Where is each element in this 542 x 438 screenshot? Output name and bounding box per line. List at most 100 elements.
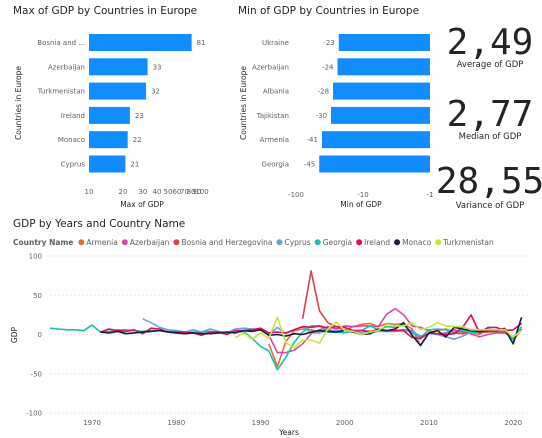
max-gdp-x-tick: 60 <box>172 188 181 196</box>
gdp-line-x-tick: 2000 <box>336 419 354 427</box>
legend-marker-cyprus <box>276 239 283 246</box>
kpi-average-card: 2,49 Average of GDP <box>447 22 534 70</box>
min-gdp-category-label: Albania <box>263 88 289 96</box>
legend-marker-turkmenistan <box>435 239 442 246</box>
gdp-line-chart-title: GDP by Years and Country Name <box>13 218 185 230</box>
max-gdp-bar-monaco[interactable] <box>89 131 128 149</box>
min-gdp-category-label: Azerbaijan <box>252 63 289 71</box>
min-gdp-x-tick: -1 <box>427 191 434 199</box>
min-gdp-y-axis-title: Countries in Europe <box>239 66 248 140</box>
max-gdp-x-tick: 30 <box>138 188 147 196</box>
max-gdp-category-label: Cyprus <box>61 161 86 169</box>
gdp-line-x-axis-title: Years <box>278 428 299 437</box>
line-series-cyprus[interactable] <box>142 318 523 341</box>
gdp-line-y-axis-title: GDP <box>10 326 19 343</box>
max-gdp-category-label: Turkmenistan <box>37 88 85 96</box>
min-gdp-chart: Min of GDP by Countries in Europe Ukrain… <box>238 5 433 209</box>
gdp-line-x-tick: 1980 <box>167 419 185 427</box>
min-gdp-category-label: Georgia <box>262 161 289 169</box>
gdp-line-x-tick: 1970 <box>83 419 101 427</box>
max-gdp-category-label: Azerbaijan <box>48 63 85 71</box>
legend-item-cyprus[interactable]: Cyprus <box>285 238 311 247</box>
max-gdp-chart: Max of GDP by Countries in Europe Bosnia… <box>13 5 209 209</box>
max-gdp-bar-cyprus[interactable] <box>89 155 126 173</box>
max-gdp-data-label: 81 <box>197 39 206 47</box>
min-gdp-bar-tajikistan[interactable] <box>331 106 430 124</box>
legend-title: Country Name <box>13 238 73 247</box>
kpi-median-value: 2,77 <box>447 94 534 135</box>
min-gdp-x-axis-title: Min of GDP <box>340 200 382 209</box>
legend-item-armenia[interactable]: Armenia <box>86 238 117 247</box>
min-gdp-bar-armenia[interactable] <box>321 131 430 149</box>
gdp-line-y-tick: -100 <box>26 410 42 418</box>
gdp-line-y-tick: 100 <box>29 253 42 261</box>
legend-marker-ireland <box>356 239 363 246</box>
max-gdp-x-tick: 40 <box>153 188 162 196</box>
min-gdp-data-label: -45 <box>304 161 315 169</box>
gdp-line-y-tick: -50 <box>31 370 42 378</box>
max-gdp-bar-ireland[interactable] <box>89 106 130 124</box>
max-gdp-x-tick: 70 <box>180 188 189 196</box>
min-gdp-data-label: -41 <box>307 136 318 144</box>
kpi-average-value: 2,49 <box>447 22 534 63</box>
max-gdp-bar-azerbaijan[interactable] <box>89 58 148 76</box>
kpi-average-label: Average of GDP <box>457 60 524 70</box>
kpi-variance-value: 28,55 <box>436 161 542 202</box>
min-gdp-bar-albania[interactable] <box>333 82 430 100</box>
max-gdp-x-tick: 50 <box>164 188 173 196</box>
legend-item-turkmenistan[interactable]: Turkmenistan <box>442 238 494 247</box>
min-gdp-data-label: -30 <box>316 112 327 120</box>
max-gdp-data-label: 21 <box>130 161 139 169</box>
min-gdp-data-label: -24 <box>322 63 334 71</box>
min-gdp-data-label: -28 <box>318 88 329 96</box>
min-gdp-x-tick: -10 <box>357 191 368 199</box>
max-gdp-bar-turkmenistan[interactable] <box>89 82 147 100</box>
min-gdp-chart-title: Min of GDP by Countries in Europe <box>238 5 419 17</box>
legend-marker-georgia <box>314 239 321 246</box>
line-series-azerbaijan[interactable] <box>268 307 523 354</box>
min-gdp-category-label: Ukraine <box>262 39 289 47</box>
max-gdp-bar-bosnia-and[interactable] <box>89 34 192 51</box>
max-gdp-data-label: 33 <box>153 63 162 71</box>
line-series-armenia[interactable] <box>268 322 523 368</box>
min-gdp-category-label: Armenia <box>260 136 289 144</box>
max-gdp-category-label: Bosnia and ... <box>37 39 85 47</box>
min-gdp-data-label: -23 <box>323 39 334 47</box>
kpi-median-label: Median of GDP <box>459 132 522 142</box>
min-gdp-x-tick: -100 <box>288 191 304 199</box>
legend-item-ireland[interactable]: Ireland <box>364 238 390 247</box>
max-gdp-y-axis-title: Countries in Europe <box>14 66 23 140</box>
legend-marker-monaco <box>394 239 401 246</box>
legend-marker-azerbaijan <box>121 239 128 246</box>
legend-item-georgia[interactable]: Georgia <box>323 238 352 247</box>
legend-item-bosnia-and-herzegovina[interactable]: Bosnia and Herzegovina <box>181 238 272 247</box>
legend-item-monaco[interactable]: Monaco <box>402 238 432 247</box>
line-series-monaco[interactable] <box>100 316 523 347</box>
legend-item-azerbaijan[interactable]: Azerbaijan <box>130 238 170 247</box>
max-gdp-x-tick: 80 <box>187 188 196 196</box>
max-gdp-x-axis-title: Max of GDP <box>120 200 164 209</box>
kpi-variance-label: Variance of GDP <box>456 201 525 211</box>
gdp-line-chart: GDP by Years and Country Name Country Na… <box>10 218 530 437</box>
gdp-line-x-tick: 2020 <box>504 419 522 427</box>
max-gdp-x-tick: 90 <box>192 188 201 196</box>
legend-marker-armenia <box>78 239 85 246</box>
max-gdp-category-label: Monaco <box>58 136 85 144</box>
gdp-line-x-tick: 2010 <box>420 419 438 427</box>
gdp-line-y-tick: 0 <box>38 331 42 339</box>
line-series-turkmenistan[interactable] <box>234 316 523 349</box>
min-gdp-bar-ukraine[interactable] <box>338 34 430 51</box>
max-gdp-x-tick: 20 <box>119 188 128 196</box>
min-gdp-bar-georgia[interactable] <box>319 155 430 173</box>
kpi-median-card: 2,77 Median of GDP <box>447 94 534 142</box>
max-gdp-chart-title: Max of GDP by Countries in Europe <box>13 5 197 17</box>
gdp-line-legend: Country Name Armenia Azerbaijan Bosnia and… <box>13 238 494 247</box>
max-gdp-x-tick: 10 <box>85 188 94 196</box>
max-gdp-data-label: 23 <box>135 112 144 120</box>
min-gdp-bar-azerbaijan[interactable] <box>337 58 430 76</box>
gdp-line-y-tick: 50 <box>33 292 42 300</box>
max-gdp-x-tick: 100 <box>195 188 208 196</box>
max-gdp-data-label: 22 <box>133 136 142 144</box>
min-gdp-category-label: Tajikistan <box>256 112 289 120</box>
